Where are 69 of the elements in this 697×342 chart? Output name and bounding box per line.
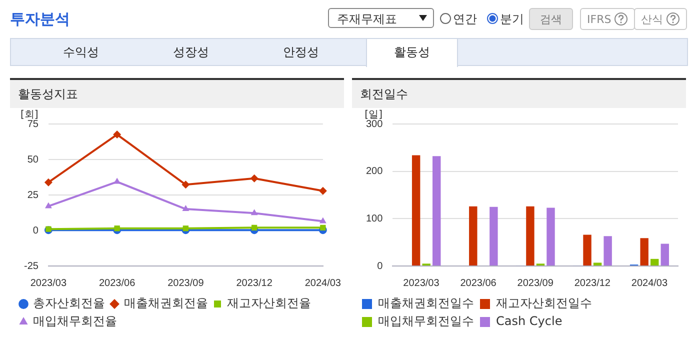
legend-label: 재고자산회전율 (227, 296, 311, 310)
bar (604, 236, 612, 266)
point (318, 186, 327, 195)
text: 성장성 (172, 44, 210, 61)
bar (469, 206, 478, 266)
legend-label: 총자산회전율 (33, 296, 105, 310)
point (182, 180, 190, 189)
y-tick-label: 75 (27, 118, 39, 130)
y-tick-label: 0 (32, 225, 39, 236)
text: 산식 (634, 8, 687, 30)
bar (526, 206, 534, 266)
x-tick-label: 2023/03 (403, 278, 440, 289)
bar (490, 206, 498, 266)
y-tick-label: -25 (24, 260, 39, 272)
legend-label: Cash Cycle (496, 314, 562, 328)
x-tick-label: 2023/06 (460, 278, 497, 289)
x-tick-label: 2023/06 (98, 278, 136, 289)
point (114, 178, 121, 184)
bar (432, 156, 441, 266)
text: 검색 (529, 8, 573, 30)
point (44, 202, 52, 208)
chart-title: 활동성지표 (10, 80, 344, 108)
x-tick-label: 2023/03 (30, 278, 67, 289)
legend-label: 매입채무회전일수 (378, 314, 474, 328)
point (250, 209, 258, 216)
y-tick-label: 300 (366, 118, 384, 130)
point (44, 178, 52, 186)
x-tick-label: 2024/03 (631, 278, 668, 289)
x-tick-label: 2024/03 (304, 278, 342, 289)
bar (593, 262, 602, 266)
point (182, 226, 189, 232)
text: 활동성 (366, 38, 458, 67)
y-tick-label: 0 (377, 260, 384, 272)
point (114, 226, 120, 232)
text: 분기 (499, 11, 524, 28)
point (319, 217, 326, 224)
point (251, 224, 258, 230)
x-tick-label: 2023/09 (517, 278, 554, 289)
bar (640, 238, 648, 266)
y-tick-label: 25 (27, 190, 39, 201)
text: 투자분석 (10, 10, 70, 29)
y-axis-title: [회] (20, 110, 38, 121)
point (182, 205, 190, 212)
text: 수익성 (62, 44, 100, 61)
point (46, 226, 52, 232)
text: IFRS (580, 8, 636, 30)
x-tick-label: 2023/12 (574, 278, 611, 289)
chart-title: 회전일수 (352, 80, 686, 108)
legend-label: 매입채무회전율 (33, 314, 117, 328)
bar (660, 244, 669, 266)
point (250, 174, 258, 182)
bar (650, 258, 659, 266)
y-tick-label: 200 (366, 166, 384, 178)
legend-label: 매출채권회전율 (124, 296, 208, 310)
text: 안정성 (282, 44, 320, 61)
x-tick-label: 2023/09 (168, 278, 204, 289)
legend-label: 매출채권회전일수 (378, 296, 474, 310)
point (320, 224, 326, 230)
y-axis-title: [일] (364, 110, 383, 121)
legend-label: 재고자산회전일수 (496, 296, 592, 310)
bar (583, 234, 592, 266)
text: 주재무제표 (328, 8, 434, 28)
bar (412, 155, 420, 266)
x-tick-label: 2023/12 (236, 278, 273, 289)
bar (546, 208, 555, 266)
point (113, 130, 122, 139)
y-tick-label: 50 (27, 154, 39, 166)
text: 연간 (452, 11, 477, 28)
y-tick-label: 100 (366, 213, 384, 224)
